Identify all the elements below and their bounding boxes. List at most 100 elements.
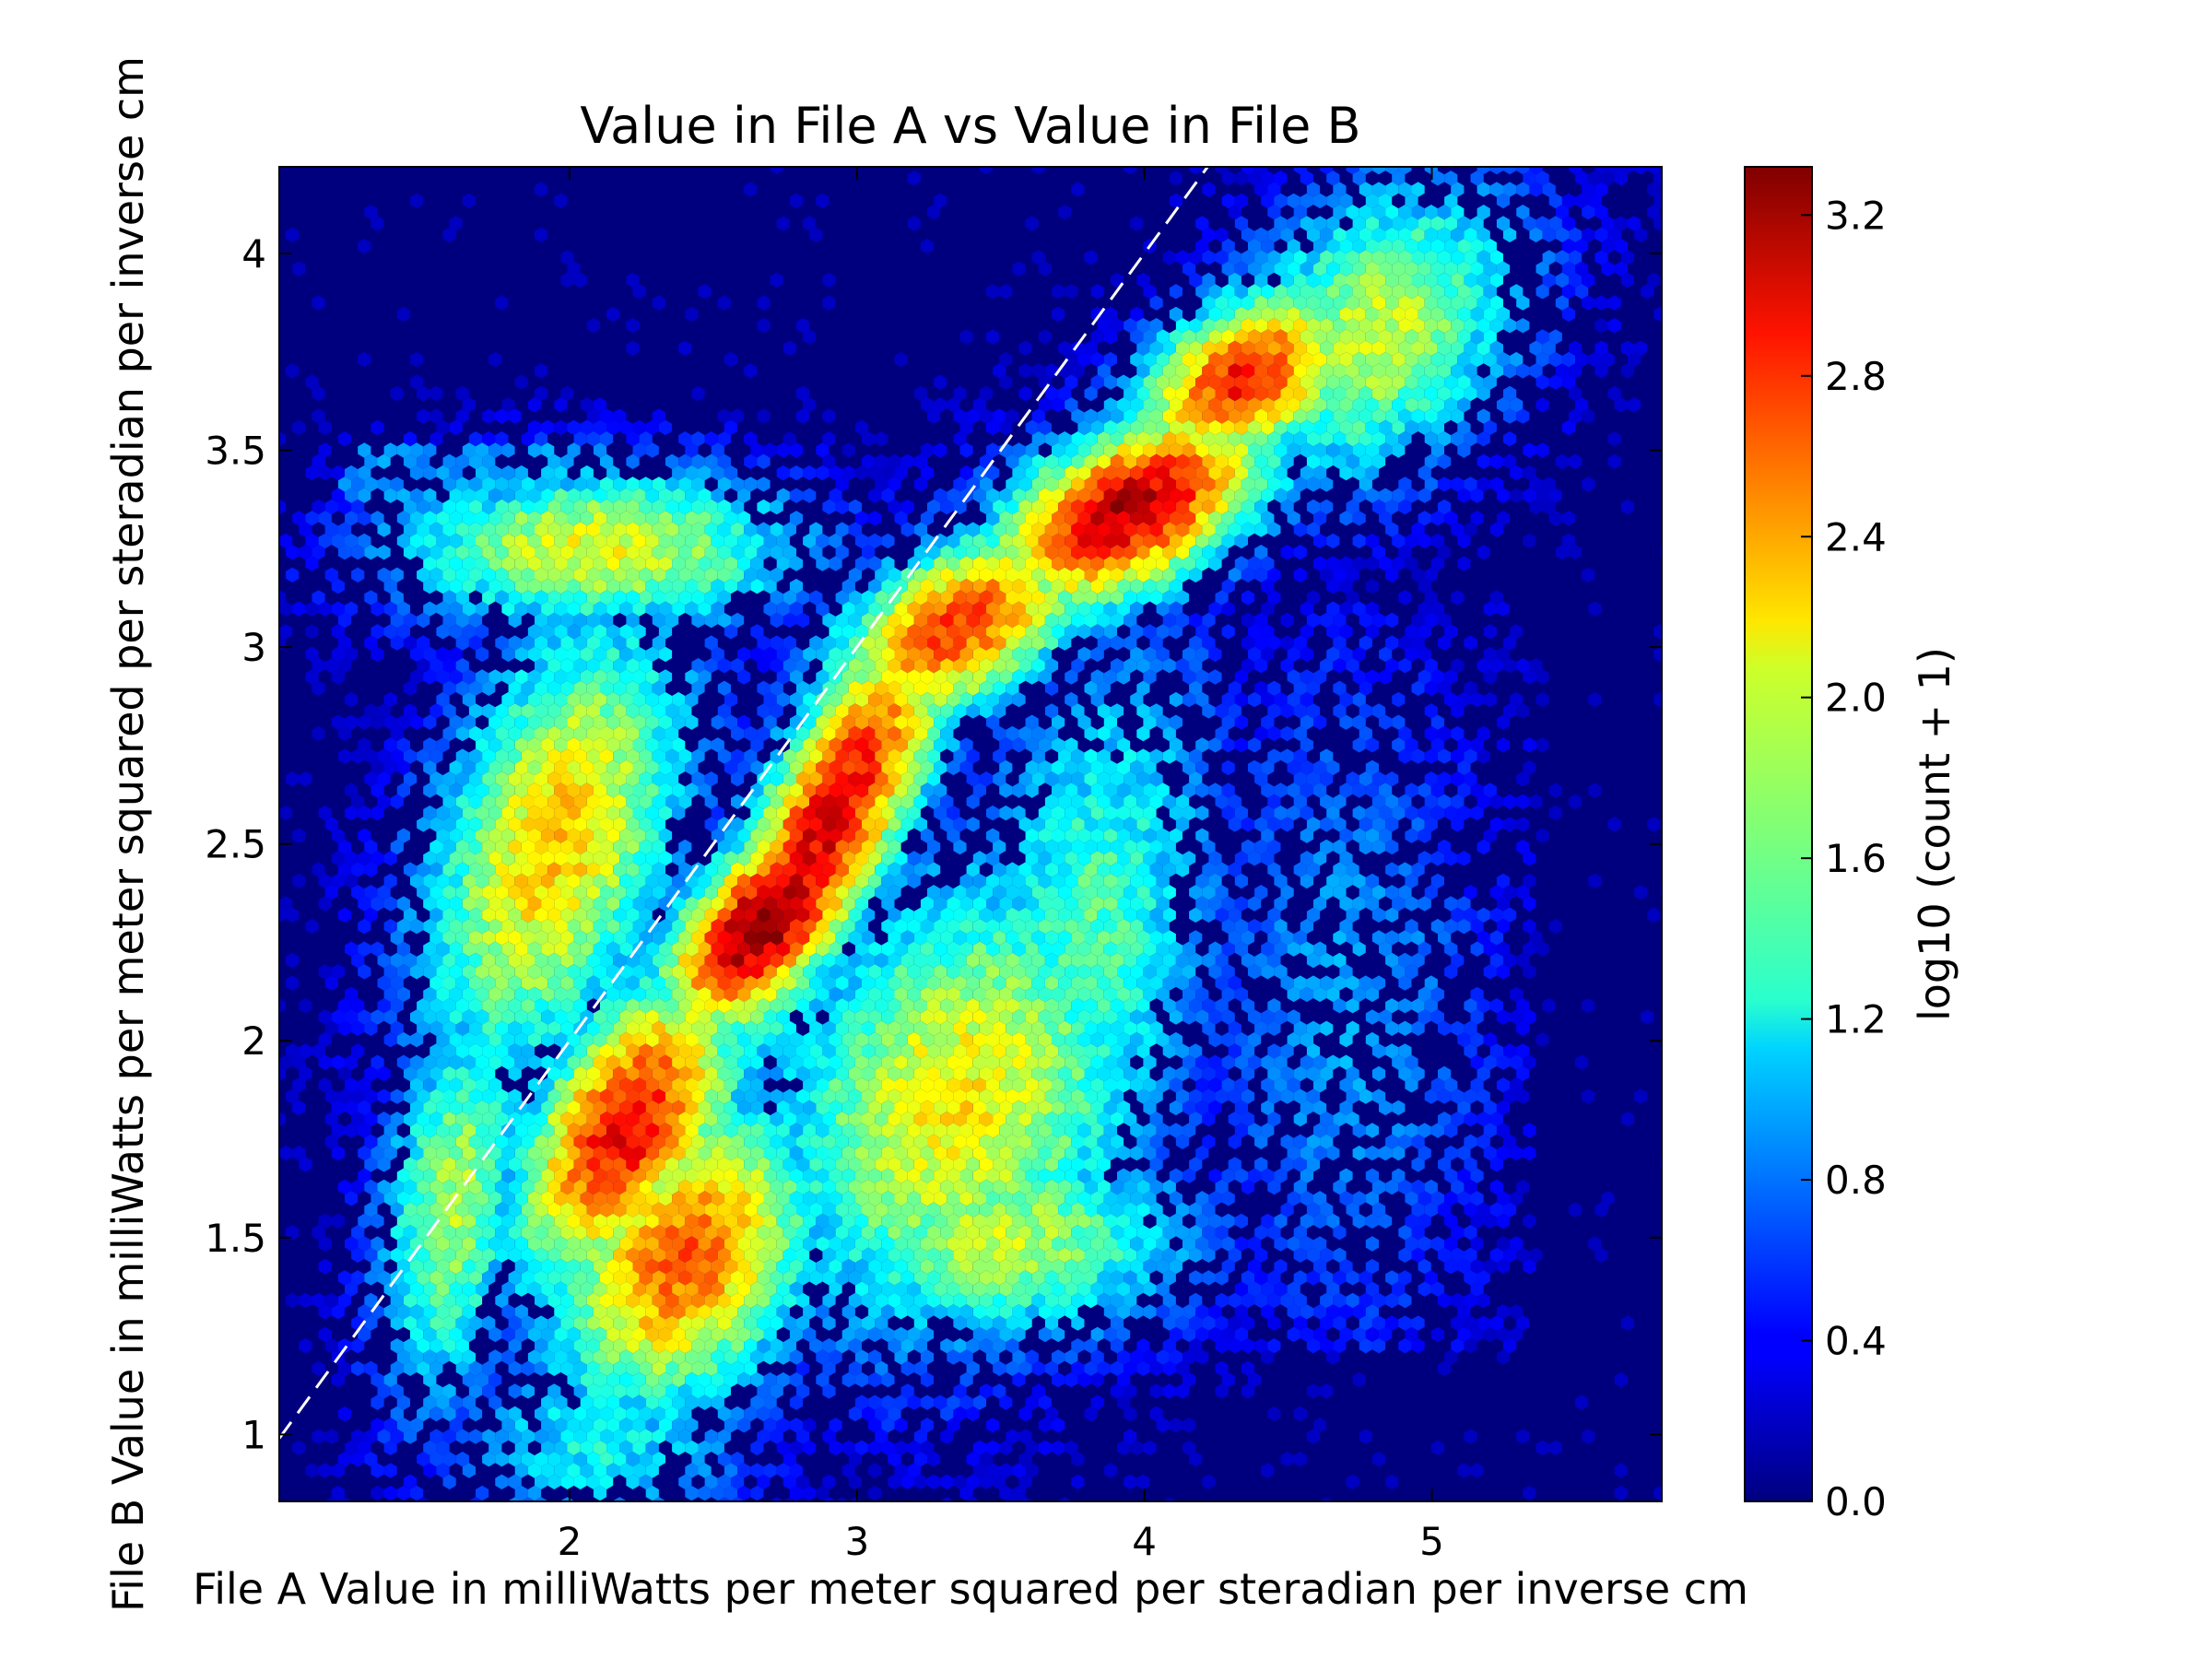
hexbin-cell <box>1300 261 1313 276</box>
hexbin-cell <box>1555 250 1569 265</box>
hexbin-cell <box>1254 272 1268 288</box>
hexbin-cell <box>1300 193 1313 209</box>
hexbin-cell <box>442 227 456 242</box>
hexbin-cell <box>1090 284 1104 300</box>
hexbin-cell <box>1300 171 1313 186</box>
hexbin-cell <box>1477 205 1490 220</box>
hexbin-cell <box>1418 261 1431 276</box>
chart-title: Value in File A vs Value in File B <box>580 97 1360 155</box>
hexbin-cell <box>410 193 424 209</box>
hexbin-cell <box>1503 182 1517 197</box>
hexbin-cell <box>744 182 758 197</box>
hexbin-cell <box>1274 216 1288 231</box>
hexbin-cell <box>1339 193 1353 209</box>
hexbin-cell <box>1346 227 1359 242</box>
hexbin-cell <box>822 272 836 288</box>
hexbin-cell <box>1359 272 1372 288</box>
hexbin-cell <box>907 216 921 231</box>
hexbin-cell <box>1405 284 1418 300</box>
hexbin-cell <box>1470 261 1484 276</box>
hexbin-cell <box>1444 238 1458 254</box>
hexbin-cell <box>1496 261 1511 276</box>
hexbin-cell <box>1333 205 1347 220</box>
hexbin-cell <box>1234 261 1248 276</box>
hexbin-cell <box>1529 227 1543 242</box>
hexbin-cell <box>1287 238 1300 254</box>
hexbin-cell <box>560 250 574 265</box>
hexbin-cell <box>1162 250 1176 265</box>
hexbin-cell <box>1359 182 1372 197</box>
hexbin-cell <box>1234 284 1248 300</box>
hexbin-cell <box>1392 284 1406 300</box>
hexbin-cell <box>1614 216 1628 231</box>
hexbin-cell <box>1561 216 1576 231</box>
hexbin-cell <box>1234 216 1248 231</box>
hexbin-cell <box>1647 182 1661 197</box>
hexbin-cell <box>1267 227 1281 242</box>
hexbin-cell <box>1313 261 1327 276</box>
hexbin-cell <box>1031 250 1045 265</box>
hexbin-cell <box>1398 182 1412 197</box>
hexbin-cell <box>1169 171 1182 186</box>
hexbin-cell <box>449 216 463 231</box>
hexbin-cell <box>1221 193 1235 209</box>
hexbin-cell <box>1215 250 1229 265</box>
hexbin-cell <box>1385 272 1399 288</box>
hexbin-cell <box>1300 284 1313 300</box>
hexbin-cell <box>1594 205 1608 220</box>
hexbin-cell <box>1143 284 1157 300</box>
hexbin-cell <box>1306 272 1321 288</box>
hexbin-cell <box>1248 284 1262 300</box>
hexbin-cell <box>1189 272 1203 288</box>
hexbin-cell <box>1523 216 1536 231</box>
hexbin-cell <box>1411 272 1425 288</box>
hexbin-cell <box>1542 250 1556 265</box>
hexbin-cell <box>1306 182 1321 197</box>
hexbin-cell <box>1293 250 1307 265</box>
hexbin-cell <box>1221 238 1235 254</box>
hexbin-cell <box>1359 250 1372 265</box>
hexbin-cell <box>1438 250 1452 265</box>
hexbin-cell <box>1614 238 1628 254</box>
hexbin-cell <box>1371 182 1386 197</box>
hexbin-cell <box>1320 227 1334 242</box>
hexbin-cell <box>1385 182 1399 197</box>
hexbin-cell <box>1359 205 1372 220</box>
hexbin-cell <box>1306 227 1321 242</box>
hexbin-cell <box>1411 182 1425 197</box>
hexbin-cell <box>1038 261 1052 276</box>
hexbin-cell <box>1339 284 1353 300</box>
hexbin-cell <box>560 272 574 288</box>
hexbin-cell <box>1496 193 1511 209</box>
hexbin-cell <box>1202 182 1216 197</box>
hexbin-cell <box>1326 284 1340 300</box>
hexbin-cell <box>1438 205 1452 220</box>
hexbin-cell <box>1398 205 1412 220</box>
hexbin-cell <box>1371 227 1386 242</box>
hexbin-cell <box>1228 205 1241 220</box>
hexbin-cell <box>1483 238 1497 254</box>
hexbin-cell <box>1365 238 1379 254</box>
hexbin-cell <box>1280 272 1294 288</box>
hexbin-cell <box>1352 261 1366 276</box>
hexbin-cell <box>1582 272 1595 288</box>
hexbin-cell <box>1280 250 1294 265</box>
hexbin-cell <box>1084 250 1098 265</box>
hexbin-cell <box>1411 205 1425 220</box>
hexbin-cell <box>364 205 378 220</box>
hexbin-cell <box>1430 216 1444 231</box>
hexbin-cell <box>770 167 783 175</box>
hexbin-cell <box>1346 272 1359 288</box>
hexbin-cell <box>1424 227 1438 242</box>
hexbin-cell <box>1555 205 1569 220</box>
hexbin-cell <box>1012 261 1026 276</box>
hexbin-cell <box>1365 193 1379 209</box>
hexbin-cell <box>1313 238 1327 254</box>
hexbin-cell <box>1058 205 1072 220</box>
hexbin-cell <box>1228 250 1241 265</box>
hexbin-cell <box>1392 261 1406 276</box>
hexbin-cell <box>1405 193 1418 209</box>
hexbin-cell <box>1261 261 1275 276</box>
hexbin-cell <box>1535 261 1549 276</box>
hexbin-cell <box>1392 171 1406 186</box>
